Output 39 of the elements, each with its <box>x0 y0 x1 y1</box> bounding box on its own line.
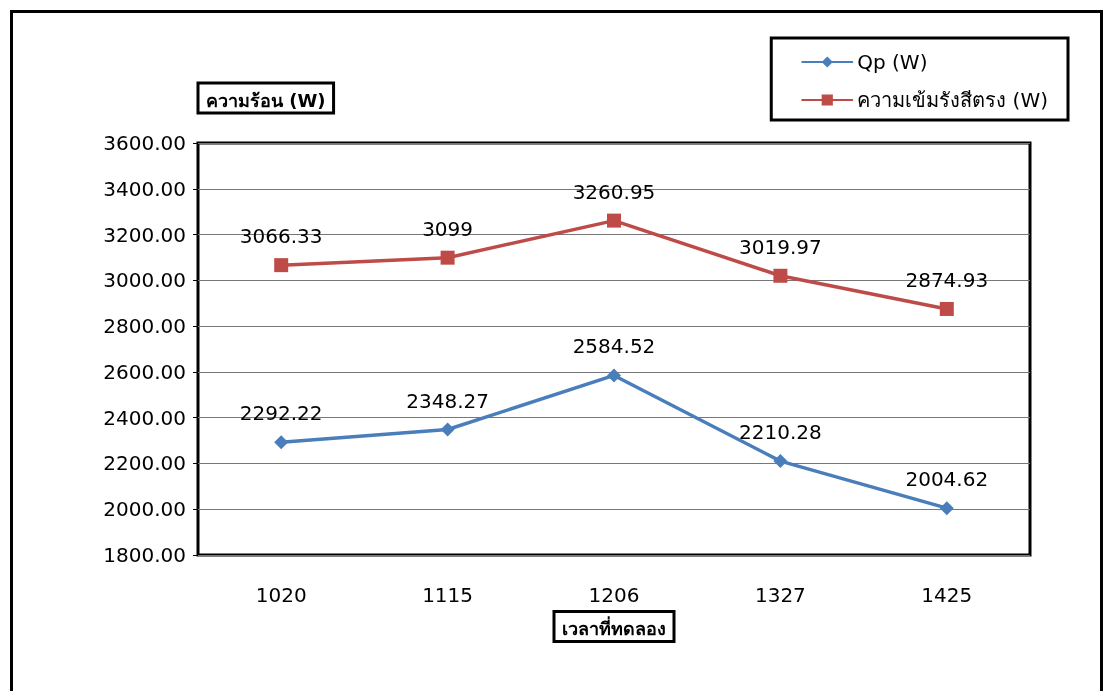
data-label: 3019.97 <box>739 234 822 259</box>
point <box>939 301 954 316</box>
y-tick-label: 2600.00 <box>103 359 186 384</box>
y-tick-label: 2200.00 <box>103 451 186 476</box>
x-axis-title: เวลาที่ทดลอง <box>562 615 666 639</box>
data-label: 3260.95 <box>572 179 656 204</box>
y-tick-label: 3200.00 <box>103 222 186 247</box>
point <box>440 422 455 437</box>
x-tick-label: 1206 <box>588 583 640 607</box>
data-label: 2348.27 <box>406 388 489 413</box>
point <box>773 268 788 283</box>
point <box>274 258 289 273</box>
y-tick-label: 2000.00 <box>103 497 186 522</box>
x-tick-label: 1020 <box>255 583 307 607</box>
y-tick-label: 2400.00 <box>103 405 186 430</box>
point <box>939 501 954 516</box>
point <box>274 435 289 450</box>
data-label: 3099 <box>422 216 474 241</box>
y-tick-label: 2800.00 <box>103 314 186 339</box>
x-tick-label: 1425 <box>921 583 973 607</box>
data-label: 3066.33 <box>239 224 323 249</box>
data-label: 2874.93 <box>905 267 989 292</box>
y-tick-label: 1800.00 <box>103 543 186 567</box>
x-tick-label: 1327 <box>754 583 806 607</box>
point <box>607 213 621 228</box>
data-label: 2292.22 <box>239 401 323 426</box>
data-label: 2210.28 <box>739 420 822 445</box>
y-tick-label: 3400.00 <box>103 176 186 201</box>
y-axis-title: ความร้อน (W) <box>206 89 326 111</box>
point <box>607 368 621 383</box>
data-label: 2584.52 <box>572 334 656 359</box>
legend-label: ความเข้มรังสีตรง (W) <box>857 88 1049 112</box>
point <box>440 250 455 265</box>
y-tick-label: 3600.00 <box>103 131 186 155</box>
point <box>773 454 788 469</box>
data-label: 2004.62 <box>905 467 989 492</box>
y-tick-label: 3000.00 <box>103 268 186 293</box>
x-tick-label: 1115 <box>422 583 474 607</box>
legend-label: Qp (W) <box>857 50 928 74</box>
